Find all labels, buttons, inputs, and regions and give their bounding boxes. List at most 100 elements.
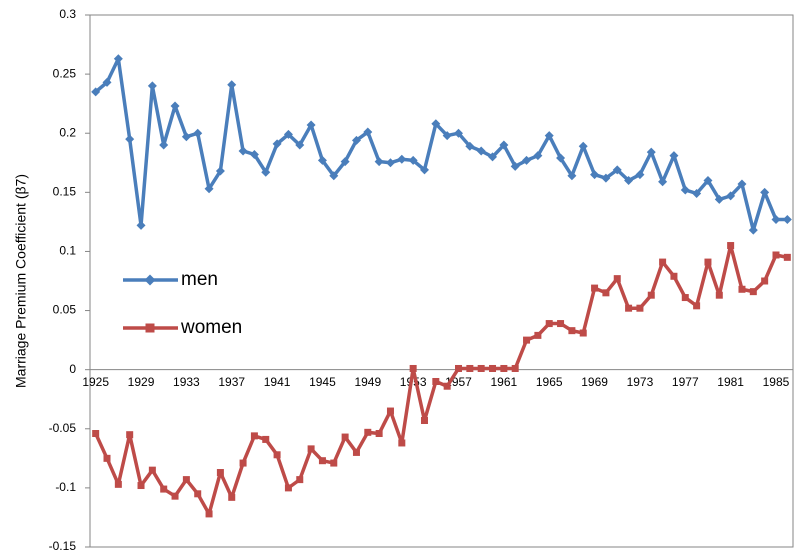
data-point: [137, 482, 145, 490]
data-point: [783, 253, 791, 261]
data-point: [126, 431, 134, 439]
data-point: [317, 155, 327, 165]
x-tick-label: 1941: [264, 375, 291, 389]
data-point: [680, 185, 690, 195]
data-point: [340, 157, 350, 167]
data-point: [534, 331, 542, 339]
data-point: [283, 129, 293, 139]
data-point: [703, 176, 713, 186]
data-point: [295, 140, 305, 150]
data-point: [193, 128, 203, 138]
data-point: [772, 251, 780, 259]
data-point: [159, 140, 169, 150]
legend-marker: [145, 323, 155, 333]
data-point: [659, 258, 667, 266]
data-point: [715, 291, 723, 299]
data-point: [194, 490, 202, 498]
x-tick-label: 1969: [581, 375, 608, 389]
data-point: [227, 80, 237, 90]
data-point: [171, 492, 179, 500]
data-point: [727, 242, 735, 250]
data-point: [103, 454, 111, 462]
y-tick-label: -0.15: [49, 539, 77, 553]
data-point: [726, 191, 736, 201]
data-point: [306, 120, 316, 130]
data-point: [431, 119, 441, 129]
data-point: [273, 451, 281, 459]
data-point: [782, 215, 792, 225]
x-tick-label: 1949: [354, 375, 381, 389]
y-tick-label: 0.05: [53, 303, 77, 317]
data-point: [646, 147, 656, 157]
data-point: [272, 139, 282, 149]
data-point: [228, 493, 236, 501]
data-point: [455, 364, 463, 372]
data-point: [613, 275, 621, 283]
legend-marker: [144, 274, 156, 286]
data-point: [102, 77, 112, 87]
x-tick-label: 1973: [627, 375, 654, 389]
y-tick-label: 0.15: [53, 185, 77, 199]
data-point: [499, 140, 509, 150]
data-point: [92, 430, 100, 438]
data-point: [351, 135, 361, 145]
data-point: [738, 285, 746, 293]
data-point: [216, 469, 224, 477]
data-point: [523, 336, 531, 344]
y-tick-label: 0.2: [59, 125, 76, 139]
data-point: [771, 215, 781, 225]
data-point: [692, 189, 702, 199]
data-point: [533, 151, 543, 161]
plot-frame: [89, 14, 794, 548]
x-tick-label: 1953: [400, 375, 427, 389]
data-point: [442, 131, 452, 141]
data-point: [136, 220, 146, 230]
data-point: [148, 466, 156, 474]
x-tick-label: 1937: [218, 375, 245, 389]
y-tick-label: 0.25: [53, 66, 77, 80]
data-point: [760, 187, 770, 197]
data-point: [204, 184, 214, 194]
x-tick-label: 1977: [672, 375, 699, 389]
data-point: [544, 131, 554, 141]
data-point: [647, 291, 655, 299]
data-point: [591, 284, 599, 292]
data-point: [748, 225, 758, 235]
data-point: [568, 327, 576, 335]
data-point: [205, 510, 213, 518]
data-point: [704, 258, 712, 266]
data-point: [330, 459, 338, 467]
data-point: [375, 430, 383, 438]
data-point: [511, 364, 519, 372]
legend-label: men: [181, 269, 218, 290]
x-tick-label: 1933: [173, 375, 200, 389]
data-point: [761, 277, 769, 285]
data-point: [296, 476, 304, 484]
data-point: [364, 428, 372, 436]
data-point: [737, 179, 747, 189]
data-point: [612, 165, 622, 175]
data-point: [239, 459, 247, 467]
data-point: [352, 448, 360, 456]
data-point: [465, 141, 475, 151]
x-tick-label: 1961: [491, 375, 518, 389]
data-point: [579, 329, 587, 337]
data-point: [635, 170, 645, 180]
data-point: [408, 155, 418, 165]
data-point: [669, 151, 679, 161]
data-point: [250, 432, 258, 440]
x-tick-label: 1925: [82, 375, 109, 389]
data-point: [113, 54, 123, 64]
x-tick-label: 1929: [128, 375, 155, 389]
data-point: [714, 194, 724, 204]
data-point: [262, 435, 270, 443]
data-point: [409, 364, 417, 372]
data-point: [625, 304, 633, 312]
data-point: [386, 407, 394, 415]
data-point: [658, 177, 668, 187]
data-point: [489, 364, 497, 372]
data-point: [307, 445, 315, 453]
data-point: [545, 320, 553, 328]
data-point: [284, 484, 292, 492]
